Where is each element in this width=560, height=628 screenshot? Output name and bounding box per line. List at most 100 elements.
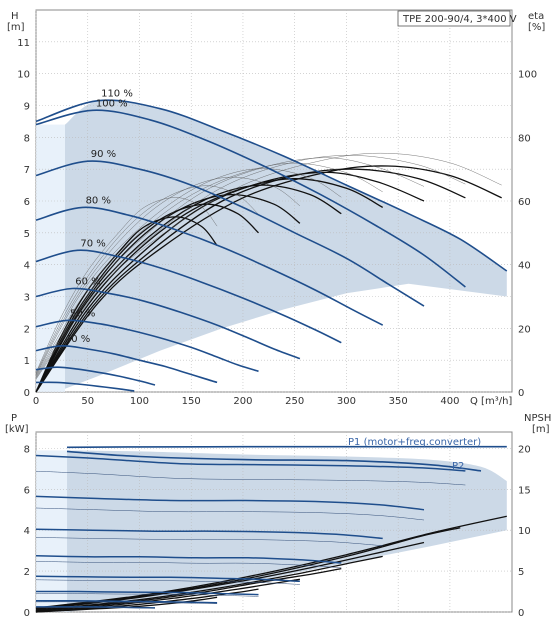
y-axis-label-line2: [m] [7, 22, 25, 33]
chart-title: TPE 200-90/4, 3*400 V [402, 14, 517, 25]
efficiency-curve [35, 203, 259, 393]
y-tick-label: 10 [17, 70, 30, 81]
title-box [397, 10, 511, 27]
y2-tick-label: 80 [518, 133, 531, 144]
head-curve [35, 160, 425, 307]
efficiency-curve [35, 165, 502, 393]
p2-series-label: P2 [452, 461, 464, 472]
p1-series-label: P1 (motor+freq.converter) [348, 437, 481, 448]
p-axis-label-line1: P [11, 413, 17, 424]
operating-range-area [65, 100, 507, 389]
y-tick-label: 4 [24, 261, 30, 272]
speed-label: 60 % [75, 277, 100, 288]
power-operating-range [36, 450, 507, 612]
y-tick-label: 0 [24, 388, 30, 399]
y-tick-label: 2 [24, 324, 30, 335]
power-curve [35, 600, 218, 604]
x-tick-label: 200 [233, 396, 252, 407]
power-curve [35, 606, 156, 609]
y2-axis-label-line2: [%] [528, 22, 545, 33]
npsh-axis-label-line2: [m] [532, 424, 550, 435]
p-tick-label: 0 [24, 608, 30, 619]
efficiency-thin-curve [35, 168, 342, 376]
y2-tick-label: 20 [518, 324, 531, 335]
speed-labels: 110 %100 % 90 % 80 % 70 % 60 % 50 % 40 % [65, 89, 133, 345]
efficiency-curves [35, 152, 502, 393]
npsh-curve [35, 555, 383, 612]
head-curve [35, 366, 156, 386]
power-thin-curve [35, 470, 466, 486]
p-axis-label-line2: [kW] [5, 424, 29, 435]
speed-label: 110 % [101, 89, 133, 100]
power-low-flow-zone [36, 450, 68, 612]
npsh-curve [35, 515, 507, 609]
y2-tick-label: 40 [518, 261, 531, 272]
efficiency-thin-curve [35, 197, 218, 373]
power-thin-curve [35, 579, 300, 585]
power-series-line [66, 450, 482, 472]
y-tick-label: 11 [17, 38, 30, 49]
npsh-tick-label: 20 [518, 444, 531, 455]
head-curves [35, 99, 508, 392]
speed-label: 90 % [91, 149, 116, 160]
head-tick-labels: 0 50 100 150 200 250 300 350 400 0 1 2 3 4 5 6 7 8 9 10 11 0 2… [17, 38, 537, 407]
power-thin-curve [35, 561, 342, 569]
power-curve [35, 454, 466, 472]
efficiency-thin-curve [35, 176, 301, 375]
efficiency-curve [35, 171, 425, 393]
power-thin-curve [35, 507, 425, 521]
efficiency-thin-curve [35, 162, 383, 377]
power-curve [35, 528, 383, 540]
npsh-curve [35, 567, 342, 612]
speed-label: 100 % [96, 98, 128, 109]
npsh-curve [35, 596, 218, 613]
power-curve [36, 590, 259, 596]
efficiency-curve [35, 178, 384, 393]
speed-label: 50 % [70, 308, 95, 319]
y2-tick-label: 0 [518, 388, 524, 399]
y2-tick-label: 100 [518, 70, 537, 81]
efficiency-thin-curve [35, 185, 259, 374]
head-curve [35, 109, 466, 288]
y-axis-label-line1: H [11, 11, 19, 22]
head-operating-range [36, 100, 507, 392]
y-tick-label: 3 [24, 293, 30, 304]
power-tick-labels: 0 2 4 6 8 0 5 10 15 20 [24, 444, 531, 619]
head-curve [35, 344, 218, 384]
power-curves [35, 445, 507, 609]
power-thin-curve [36, 607, 156, 609]
power-operating-range-area [67, 450, 507, 612]
efficiency-thin-curve [35, 157, 425, 378]
y-tick-label: 7 [24, 165, 30, 176]
npsh-curve [35, 541, 425, 611]
efficiency-thin-curve [35, 155, 466, 379]
x-axis-label: Q [m³/h] [470, 396, 512, 407]
efficiency-curve [35, 184, 342, 393]
efficiency-thin-curve [35, 152, 502, 380]
power-series-line [66, 445, 507, 449]
head-curve [35, 381, 135, 392]
head-curve [35, 249, 342, 344]
power-grid [35, 432, 512, 613]
head-curve [35, 287, 301, 360]
y-tick-label: 6 [24, 197, 30, 208]
npsh-curve [35, 588, 259, 613]
p-tick-label: 2 [24, 567, 30, 578]
power-curve [35, 495, 425, 511]
y2-axis-label-line1: eta [528, 11, 544, 22]
y2-tick-label: 60 [518, 197, 531, 208]
head-curve [35, 319, 259, 373]
power-curve [35, 555, 342, 564]
p-tick-label: 4 [24, 526, 30, 537]
power-curve [35, 575, 300, 583]
y-tick-label: 5 [24, 229, 30, 240]
npsh-curve [35, 527, 461, 610]
x-tick-label: 0 [33, 396, 39, 407]
power-chart-panel: 0 2 4 6 8 0 5 10 15 20 P [kW] NPSH [m] P1 (motor+… [5, 413, 551, 619]
head-curve [35, 206, 384, 326]
npsh-tick-label: 15 [518, 485, 531, 496]
x-tick-label: 400 [440, 396, 459, 407]
speed-label: 40 % [65, 334, 90, 345]
npsh-tick-label: 5 [518, 567, 524, 578]
